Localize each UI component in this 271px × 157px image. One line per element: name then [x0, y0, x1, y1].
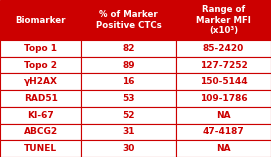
Text: Topo 2: Topo 2 — [24, 61, 57, 70]
Bar — [0, 90, 81, 107]
Bar — [176, 57, 271, 73]
Bar — [0, 73, 81, 90]
Bar — [176, 73, 271, 90]
Text: 82: 82 — [122, 44, 135, 53]
Text: 109-1786: 109-1786 — [200, 94, 247, 103]
Text: 127-7252: 127-7252 — [200, 61, 247, 70]
Text: KI-67: KI-67 — [27, 111, 54, 120]
Bar — [176, 124, 271, 140]
Bar — [81, 57, 176, 73]
Bar — [176, 107, 271, 124]
Text: 150-5144: 150-5144 — [200, 77, 247, 86]
Bar — [81, 140, 176, 157]
Bar — [176, 140, 271, 157]
Text: 89: 89 — [122, 61, 135, 70]
Text: 47-4187: 47-4187 — [203, 127, 244, 136]
Text: NA: NA — [216, 144, 231, 153]
Text: 16: 16 — [122, 77, 135, 86]
Text: NA: NA — [216, 111, 231, 120]
Bar — [176, 40, 271, 57]
Text: TUNEL: TUNEL — [24, 144, 57, 153]
Text: Topo 1: Topo 1 — [24, 44, 57, 53]
Bar — [0, 107, 81, 124]
Bar — [81, 90, 176, 107]
Bar — [81, 0, 176, 40]
Bar — [0, 140, 81, 157]
Text: Biomarker: Biomarker — [15, 16, 66, 24]
Text: Range of
Marker MFI
(x10³): Range of Marker MFI (x10³) — [196, 5, 251, 35]
Bar — [176, 0, 271, 40]
Text: 31: 31 — [122, 127, 135, 136]
Bar — [81, 40, 176, 57]
Bar — [0, 124, 81, 140]
Text: RAD51: RAD51 — [24, 94, 57, 103]
Bar — [0, 57, 81, 73]
Bar — [0, 0, 81, 40]
Bar — [81, 124, 176, 140]
Bar — [176, 90, 271, 107]
Bar — [0, 40, 81, 57]
Text: % of Marker
Positive CTCs: % of Marker Positive CTCs — [96, 11, 162, 30]
Bar — [81, 73, 176, 90]
Text: 85-2420: 85-2420 — [203, 44, 244, 53]
Text: ABCG2: ABCG2 — [24, 127, 58, 136]
Text: 53: 53 — [122, 94, 135, 103]
Text: 52: 52 — [122, 111, 135, 120]
Text: 30: 30 — [122, 144, 135, 153]
Bar — [81, 107, 176, 124]
Text: γH2AX: γH2AX — [24, 77, 58, 86]
